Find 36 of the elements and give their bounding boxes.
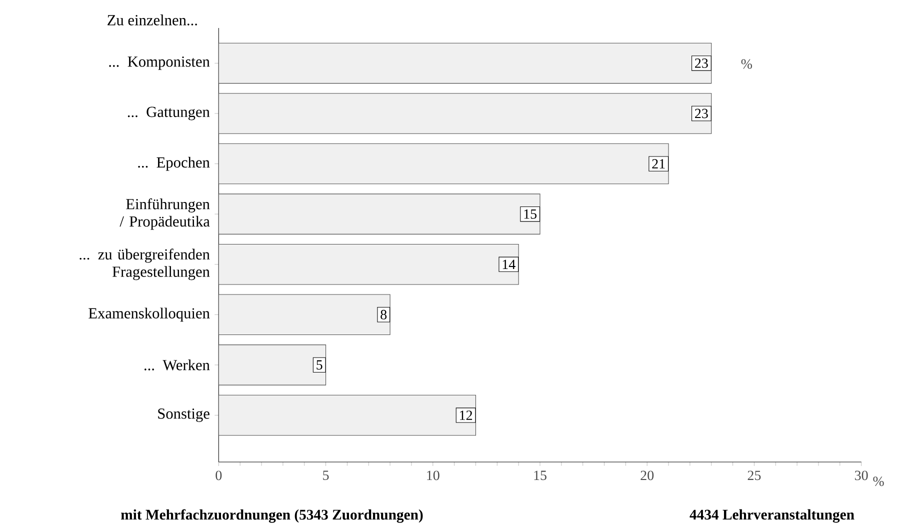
x-axis-title: %	[873, 476, 884, 486]
data-label: 14	[502, 260, 516, 269]
bar	[218, 344, 326, 386]
x-tick-label: 20	[640, 470, 654, 480]
x-tick-label: 10	[427, 470, 440, 480]
y-tick-label: ... zu übergreifenden Fragestellungen	[80, 248, 210, 280]
annotation: %	[741, 59, 752, 69]
y-tick-label: ... Gattungen	[128, 106, 210, 120]
bar	[218, 42, 712, 84]
x-tick-label: 15	[534, 470, 546, 480]
x-tick-label: 0	[216, 470, 222, 480]
y-axis-title: Zu einzelnen...	[108, 14, 197, 26]
y-tick-label: ... Werken	[144, 359, 210, 370]
text: mit Mehrfachzuordnungen (5343 Zuordnungen)	[121, 509, 423, 523]
data-label: 23	[695, 58, 708, 68]
bar	[218, 194, 540, 234]
text: 4434 Lehrveranstaltungen	[690, 509, 854, 523]
y-tick-label: Examenskolloquien	[88, 308, 210, 322]
x-tick-label: 5	[323, 470, 329, 480]
data-label: 15	[524, 209, 537, 219]
y-tick-label: Sonstige	[158, 408, 210, 422]
data-label: 8	[380, 310, 387, 320]
data-label: 23	[695, 108, 708, 118]
bar	[218, 394, 476, 436]
data-label: 12	[460, 410, 472, 420]
data-label: 5	[316, 360, 322, 370]
y-tick-label: ... Komponisten	[109, 56, 210, 70]
bar	[218, 93, 712, 134]
bar	[218, 294, 390, 336]
x-tick-label: 25	[748, 470, 761, 480]
y-tick-label: Einführungen / Propädeutika	[120, 198, 210, 230]
bar	[218, 244, 519, 285]
bar	[218, 143, 669, 184]
x-tick-label: 30	[854, 470, 868, 480]
y-tick-label: ... Epochen	[138, 156, 210, 171]
data-label: 21	[652, 159, 665, 168]
